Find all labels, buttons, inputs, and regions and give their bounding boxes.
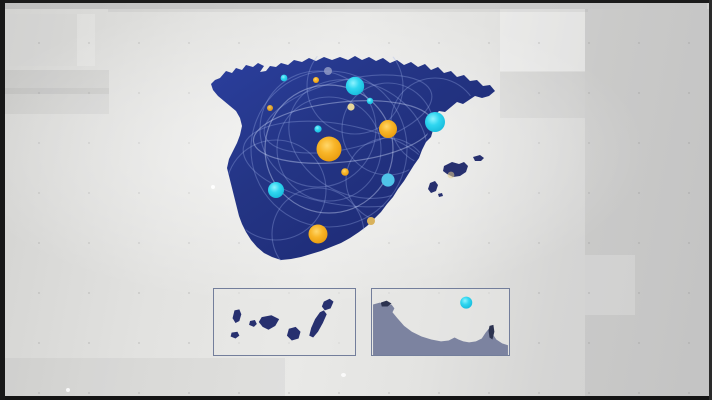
marker-toledo-tiny (341, 168, 349, 176)
marker-galicia-small (280, 74, 288, 82)
marker-leon-tiny (313, 77, 319, 83)
island-menorca (473, 155, 484, 161)
map-landmass (211, 56, 495, 260)
island-fuerteventura (309, 310, 327, 338)
balearic-islands (428, 155, 484, 197)
island-gran-canaria (286, 326, 301, 341)
marker-murcia-tiny (367, 217, 375, 225)
marker-extremadura (268, 182, 284, 198)
island-la-gomera (249, 320, 257, 327)
marker-zaragoza-tiny (347, 103, 355, 111)
letterbox-left-bar (0, 0, 5, 400)
marker-asturias-tiny (267, 105, 273, 111)
canary-islands-shapes (230, 298, 334, 341)
island-lanzarote (321, 298, 334, 311)
marker-ebro-orange (379, 120, 397, 138)
island-el-hierro (230, 331, 240, 339)
ceuta-marker-land (380, 300, 392, 307)
island-tenerife (258, 315, 280, 330)
island-formentera (438, 193, 443, 197)
map-markers (267, 67, 455, 244)
letterbox-right-bar (709, 0, 712, 400)
marker-sevilla (308, 224, 328, 244)
marker-navarra-small (366, 97, 374, 105)
inset-ceuta-melilla (371, 288, 510, 356)
melilla-marker-land (488, 324, 495, 340)
island-mallorca (443, 162, 468, 177)
letterbox-top-bar (0, 0, 712, 3)
marker-baleares-faint (447, 171, 455, 179)
island-ibiza (428, 181, 438, 193)
spain-map (198, 44, 508, 292)
inset-canary-islands (213, 288, 356, 356)
letterbox-bottom-bar (0, 396, 712, 400)
marker-valencia (381, 173, 395, 187)
marker-valladolid (314, 125, 322, 133)
island-la-palma (232, 309, 242, 323)
marker-cantabria-grey (324, 67, 332, 75)
marker-bilbao (345, 76, 365, 96)
marker-barcelona (425, 112, 445, 132)
marker-ceuta-melilla (460, 296, 473, 309)
coastline-landmass (373, 302, 508, 355)
marker-madrid (316, 136, 342, 162)
north-africa-coast (373, 296, 508, 355)
